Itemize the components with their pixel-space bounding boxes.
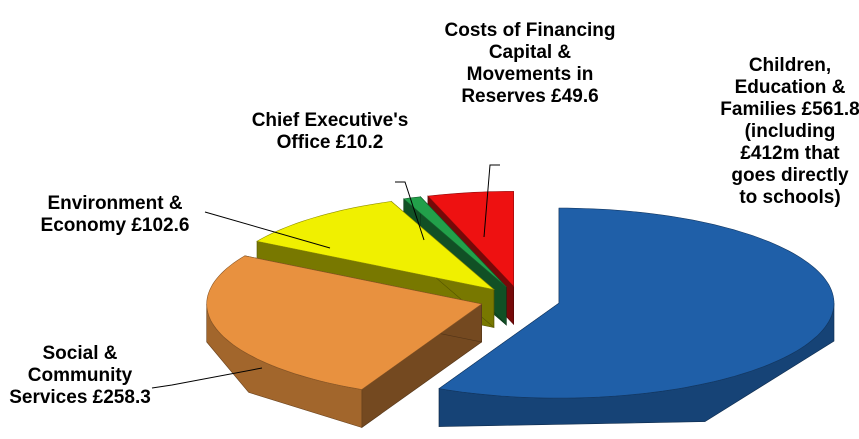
category-label: Costs of Financing Capital & Movements i… xyxy=(444,20,616,107)
slice-label: Costs of Financing Capital & Movements i… xyxy=(440,20,620,108)
value-label: £561.8 xyxy=(801,99,859,120)
slice-label: Chief Executive's Office £10.2 xyxy=(250,110,410,154)
slice xyxy=(438,207,835,399)
category-label: Chief Executive's Office xyxy=(251,110,409,153)
slice xyxy=(403,196,507,288)
value-label: £49.6 xyxy=(551,86,599,107)
annotation: (including £412m that goes directly to s… xyxy=(731,121,849,208)
value-label: £10.2 xyxy=(335,132,384,153)
slice-label: Social & Community Services £258.3 xyxy=(0,343,160,409)
leader-line xyxy=(204,211,331,249)
value-label: £102.6 xyxy=(131,215,190,236)
leader-line xyxy=(395,181,425,241)
category-label: Social & Community Services xyxy=(9,343,133,408)
slice xyxy=(427,191,514,288)
slice-label: Children, Education & Families £561.8 (i… xyxy=(720,55,859,209)
leader-line xyxy=(151,367,263,389)
category-label: Children, Education & Families xyxy=(720,55,846,120)
slice xyxy=(206,255,483,390)
value-label: £258.3 xyxy=(92,387,151,408)
leader-line xyxy=(483,164,500,238)
category-label: Environment & Economy xyxy=(40,193,183,236)
slice xyxy=(256,201,495,291)
slice-label: Environment & Economy £102.6 xyxy=(15,193,215,237)
